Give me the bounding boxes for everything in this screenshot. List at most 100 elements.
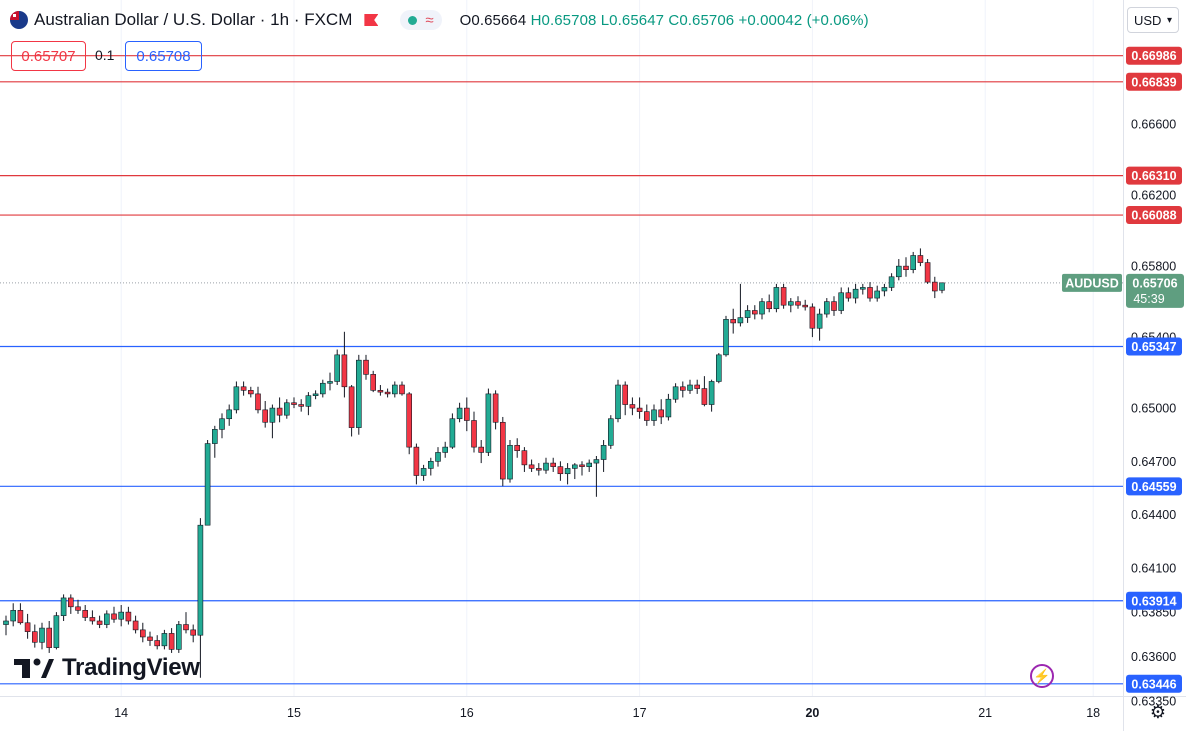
symbol-title[interactable]: Australian Dollar / U.S. Dollar · 1h · F…: [34, 10, 353, 29]
candle: [751, 305, 758, 320]
candle: [651, 404, 657, 426]
support-level-label: 0.65347: [1131, 340, 1176, 354]
candle: [809, 303, 816, 338]
candle-body: [787, 301, 794, 306]
resistance-level-label: 0.66839: [1131, 75, 1176, 89]
candle-body: [543, 462, 549, 471]
x-tick-label: 16: [460, 706, 474, 720]
candle: [708, 379, 715, 412]
candle: [197, 518, 204, 678]
candle: [341, 331, 348, 398]
candle: [39, 622, 45, 650]
candle: [168, 628, 175, 653]
candle: [96, 615, 103, 629]
candle: [744, 305, 751, 323]
aud-usd-flag-icon: [10, 11, 28, 29]
candle-body: [816, 313, 823, 329]
candle: [737, 283, 744, 327]
support-level-label: 0.63446: [1131, 677, 1176, 691]
candle: [456, 402, 463, 423]
candle: [355, 354, 362, 435]
candle-body: [190, 629, 196, 636]
candle-body: [492, 393, 499, 423]
candle-body: [931, 281, 938, 292]
logo-text: TradingView: [62, 654, 200, 681]
candle-body: [715, 354, 722, 382]
candle-body: [939, 282, 945, 291]
candle: [399, 381, 405, 396]
candle-body: [233, 386, 240, 411]
candle: [579, 461, 585, 476]
candle-body: [427, 461, 434, 469]
candle-body: [910, 255, 917, 270]
candle-body: [420, 468, 427, 476]
x-tick-label: 20: [805, 706, 819, 720]
candle-body: [607, 418, 614, 446]
candle: [586, 459, 593, 472]
candle: [881, 283, 888, 297]
flag-icon[interactable]: [364, 14, 379, 26]
candle-body: [629, 404, 636, 409]
candle-body: [528, 464, 535, 469]
candle: [118, 605, 124, 627]
candle: [903, 257, 909, 277]
candle: [212, 425, 218, 458]
candle-body: [219, 418, 225, 430]
candle-body: [823, 301, 830, 315]
last-price-tag: [1126, 273, 1184, 308]
tradingview-logo[interactable]: TradingView: [14, 654, 200, 682]
candle: [233, 381, 240, 414]
candle-body: [406, 393, 413, 448]
sell-button[interactable]: 0.65707: [11, 41, 86, 71]
candle-body: [255, 393, 261, 411]
candle: [104, 610, 110, 629]
candle: [571, 463, 578, 480]
candle-body: [39, 627, 45, 643]
candle: [665, 393, 672, 421]
candle-body: [535, 468, 542, 471]
candle: [82, 605, 88, 621]
buy-button[interactable]: 0.65708: [125, 41, 202, 71]
candle: [183, 612, 189, 634]
candle-body: [759, 301, 765, 315]
candle: [636, 397, 643, 419]
resistance-level-tag: [1126, 72, 1182, 91]
candle-body: [46, 627, 53, 648]
candle: [60, 594, 67, 621]
candle: [255, 386, 261, 414]
candle: [773, 283, 780, 313]
candle: [550, 457, 557, 472]
candle-body: [212, 429, 218, 444]
candle: [852, 283, 859, 304]
status-pill[interactable]: ≈: [400, 10, 442, 30]
candle: [276, 397, 283, 423]
candle: [471, 411, 477, 453]
currency-select[interactable]: USD ▾: [1127, 7, 1179, 33]
candle-body: [651, 409, 657, 421]
candle: [924, 259, 931, 284]
candle-body: [384, 391, 391, 395]
candle-body: [24, 622, 31, 632]
gear-icon[interactable]: ⚙: [1149, 701, 1167, 722]
lightning-icon[interactable]: ⚡: [1030, 664, 1054, 688]
candle-body: [507, 445, 513, 480]
candle: [53, 612, 60, 650]
candle-body: [874, 290, 881, 299]
candle: [248, 386, 254, 398]
candle-body: [521, 450, 528, 466]
market-open-icon: [408, 15, 418, 25]
resistance-level-tag: [1126, 166, 1182, 185]
candle-body: [463, 407, 470, 421]
candle-body: [283, 402, 290, 416]
candle-body: [327, 381, 333, 384]
ohlc-change: +0.00042 (+0.06%): [738, 11, 869, 29]
candle-body: [262, 409, 269, 423]
x-tick-label: 17: [633, 706, 647, 720]
y-tick-label: 0.63600: [1131, 650, 1176, 664]
candle-body: [557, 466, 564, 475]
candle-body: [636, 407, 643, 412]
candle-body: [75, 606, 81, 611]
candle: [780, 283, 787, 309]
candle-body: [276, 407, 283, 416]
